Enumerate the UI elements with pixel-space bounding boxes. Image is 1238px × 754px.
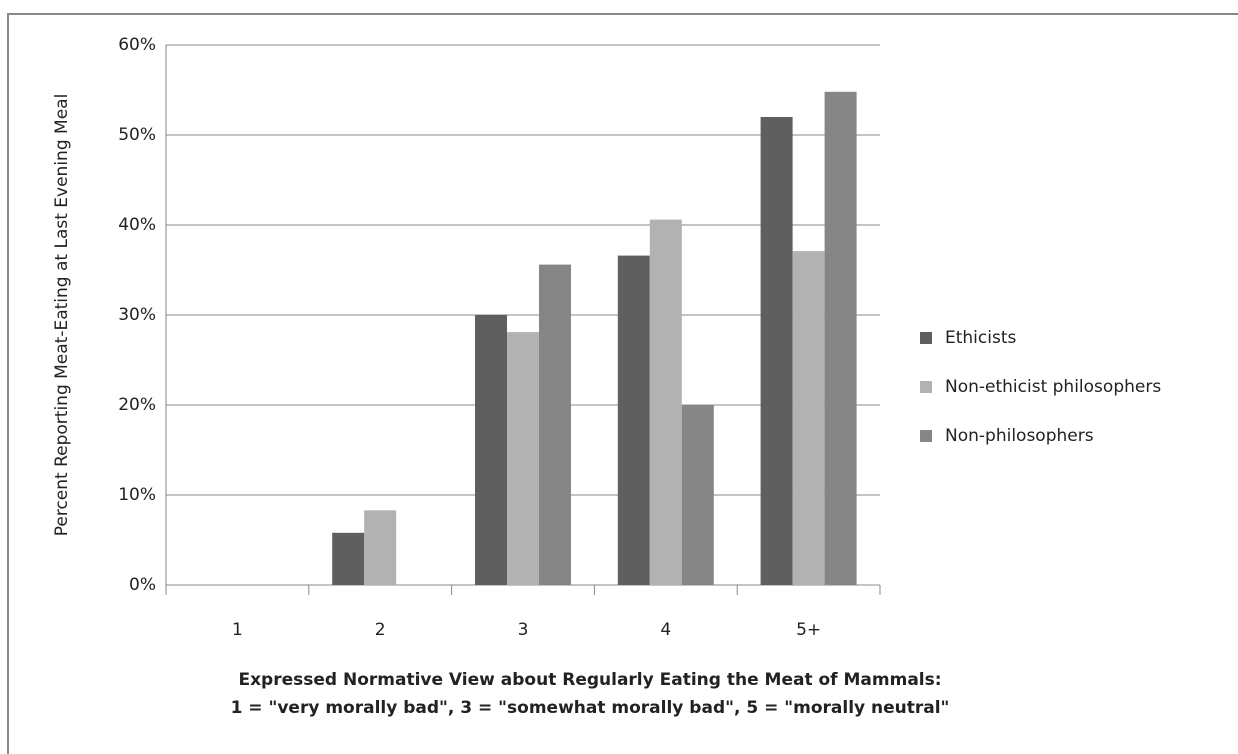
bar [792,251,825,585]
y-tick-label: 60% [118,35,156,55]
y-tick-label: 10% [118,485,156,505]
y-tick-label: 50% [118,125,156,145]
y-axis-title: Percent Reporting Meat-Eating at Last Ev… [52,94,72,537]
bar [824,91,857,586]
x-axis-title: 1 = "very morally bad", 3 = "somewhat mo… [231,698,950,718]
legend-swatch [920,430,932,442]
bar [649,219,682,585]
bar [332,532,365,585]
legend-swatch [920,381,932,393]
y-tick-label: 30% [118,305,156,325]
legend-label: Non-ethicist philosophers [945,377,1161,397]
bar [539,264,571,585]
bar [760,117,793,585]
x-axis-title: Expressed Normative View about Regularly… [238,670,941,690]
legend-label: Ethicists [945,328,1016,348]
x-tick-label: 3 [518,620,529,640]
bar [617,255,650,585]
bar [507,332,539,585]
bar [681,405,714,585]
y-tick-label: 0% [129,575,156,595]
bar [475,315,507,585]
legend-swatch [920,332,932,344]
y-tick-label: 20% [118,395,156,415]
bar [364,510,397,585]
x-tick-label: 1 [232,620,243,640]
x-tick-label: 5+ [796,620,821,640]
x-tick-label: 2 [375,620,386,640]
y-tick-label: 40% [118,215,156,235]
legend-label: Non-philosophers [945,426,1094,446]
x-tick-label: 4 [660,620,671,640]
